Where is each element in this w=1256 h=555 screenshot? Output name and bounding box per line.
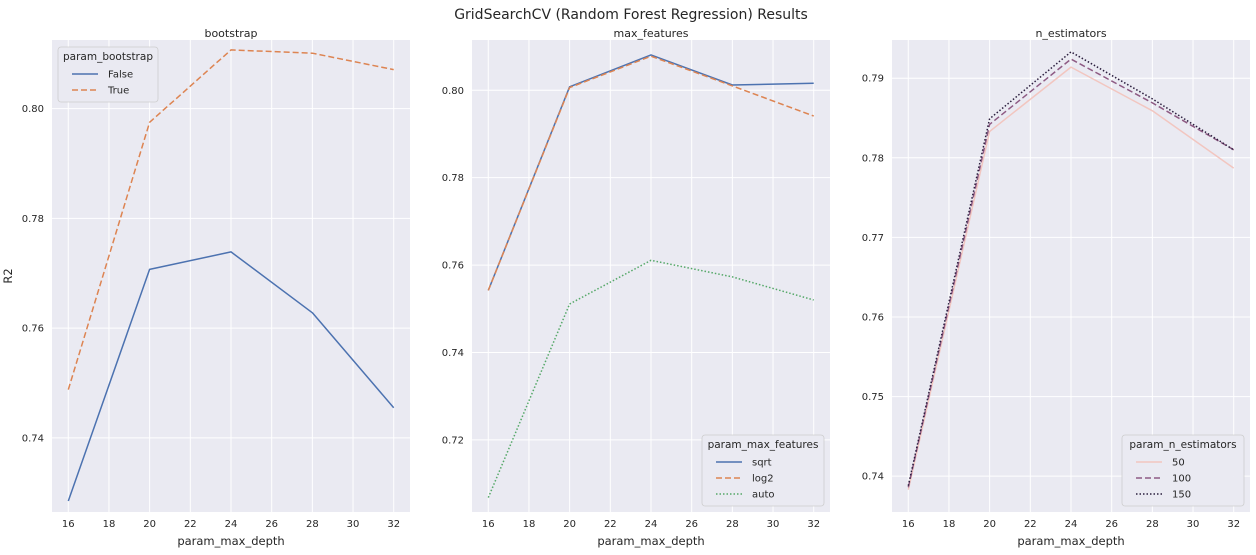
x-tick-label: 26 [1105,519,1118,530]
x-tick-label: 22 [184,519,197,530]
series-line-100 [907,58,1235,488]
series-line-50 [907,66,1235,490]
x-tick-label: 20 [983,519,996,530]
x-tick-label: 32 [387,519,400,530]
x-tick-label: 26 [265,519,278,530]
y-tick-label: 0.74 [22,433,44,444]
subplot-panels: 16 18 20 22 24 26 28 30 32 0.74 0.76 0.78 0.80 bootst… [1,27,1250,548]
figure-title: GridSearchCV (Random Forest Regression) … [454,7,808,23]
x-tick-label: 16 [62,519,75,530]
x-tick-label: 28 [726,519,739,530]
legend-entry-100: 100 [1172,474,1191,485]
series-line-False [67,251,395,502]
y-tick-label: 0.76 [442,261,464,272]
subplot-title: n_estimators [1035,27,1106,40]
x-tick-label: 16 [482,519,495,530]
y-tick-label: 0.78 [22,214,44,225]
legend-entry-sqrt: sqrt [752,458,772,469]
y-tick-label: 0.76 [862,312,884,323]
legend-title: param_n_estimators [1129,439,1236,451]
x-tick-label: 24 [225,519,238,530]
y-tick-label: 0.74 [442,348,464,359]
x-tick-label: 32 [807,519,820,530]
legend-title: param_max_features [708,439,819,451]
x-tick-label: 28 [1146,519,1159,530]
y-tick-label: 0.75 [862,392,884,403]
y-tick-label: 0.76 [22,324,44,335]
legend-entry-log2: log2 [752,474,774,485]
y-tick-label: 0.79 [862,74,884,85]
y-tick-label: 0.72 [442,435,464,446]
x-axis-label: param_max_depth [597,534,704,548]
subplot-max-features: 16 18 20 22 24 26 28 30 32 0.72 0.74 0.76 0.78 0.80 ma… [442,27,830,548]
y-tick-label: 0.80 [442,86,464,97]
x-tick-label: 18 [103,519,116,530]
legend-title: param_bootstrap [63,51,153,63]
x-tick-label: 20 [563,519,576,530]
x-tick-label: 30 [347,519,360,530]
subplot-n-estimators: 16 18 20 22 24 26 28 30 32 0.74 0.75 0.76 0.77 0.78 0.… [862,27,1250,548]
subplot-title: max_features [614,27,689,40]
legend: param_n_estimators 50 100 150 [1121,434,1245,507]
x-axis-label: param_max_depth [1017,534,1124,548]
y-tick-label: 0.74 [862,472,884,483]
legend-box [701,434,825,507]
x-tick-label: 28 [306,519,319,530]
x-tick-label: 30 [767,519,780,530]
x-tick-label: 26 [685,519,698,530]
x-tick-label: 18 [943,519,956,530]
x-tick-label: 18 [523,519,536,530]
subplot-title: bootstrap [204,27,257,40]
legend-entry-False: False [108,70,133,81]
x-tick-label: 22 [1024,519,1037,530]
series-line-log2 [487,55,814,291]
x-tick-label: 22 [604,519,617,530]
x-tick-label: 30 [1187,519,1200,530]
y-tick-label: 0.78 [862,153,884,164]
legend-box [1121,434,1245,507]
subplot-bootstrap: 16 18 20 22 24 26 28 30 32 0.74 0.76 0.78 0.80 bootst… [1,27,410,548]
x-tick-label: 24 [645,519,658,530]
series-line-True [67,49,394,390]
y-axis-label: R2 [1,268,15,283]
x-tick-label: 20 [143,519,156,530]
y-tick-label: 0.77 [862,233,884,244]
y-tick-label: 0.80 [22,104,44,115]
series-line-auto [487,259,814,498]
x-axis-label: param_max_depth [177,534,284,548]
x-tick-label: 16 [902,519,915,530]
legend-box [57,46,159,103]
legend-entry-auto: auto [752,490,775,501]
legend-entry-150: 150 [1172,490,1191,501]
legend-entry-50: 50 [1172,458,1185,469]
x-tick-label: 32 [1227,519,1240,530]
y-tick-label: 0.78 [442,173,464,184]
legend: param_bootstrap False True [57,46,159,103]
x-tick-label: 24 [1065,519,1078,530]
legend-entry-True: True [107,86,129,97]
